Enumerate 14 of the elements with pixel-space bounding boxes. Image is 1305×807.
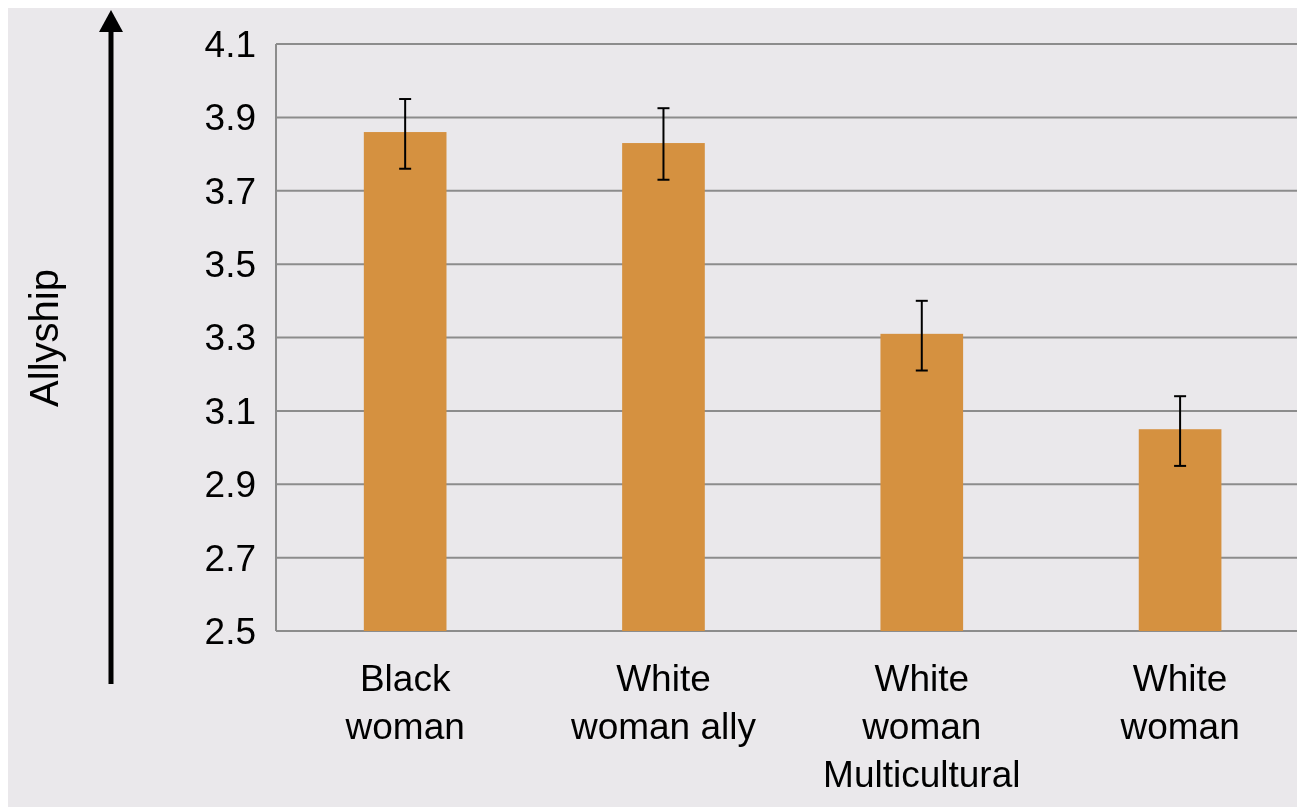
y-tick-label: 2.9 (204, 464, 256, 506)
y-tick-label: 2.7 (204, 537, 256, 579)
x-tick-label: White woman Multicultural (823, 658, 1021, 795)
y-tick-label: 2.5 (204, 610, 256, 652)
x-tick-label: White woman ally (569, 658, 757, 747)
y-tick-label: 3.5 (204, 244, 256, 286)
y-tick-label: 3.9 (204, 97, 256, 139)
y-tick-label: 3.1 (204, 390, 256, 432)
y-tick-label: 3.7 (204, 170, 256, 212)
y-tick-label: 3.3 (204, 317, 256, 359)
x-tick-label: White woman (1119, 658, 1240, 747)
y-axis-title: Allyship (22, 269, 66, 407)
y-tick-label: 4.1 (204, 23, 256, 65)
x-tick-label: Black woman (344, 658, 465, 747)
